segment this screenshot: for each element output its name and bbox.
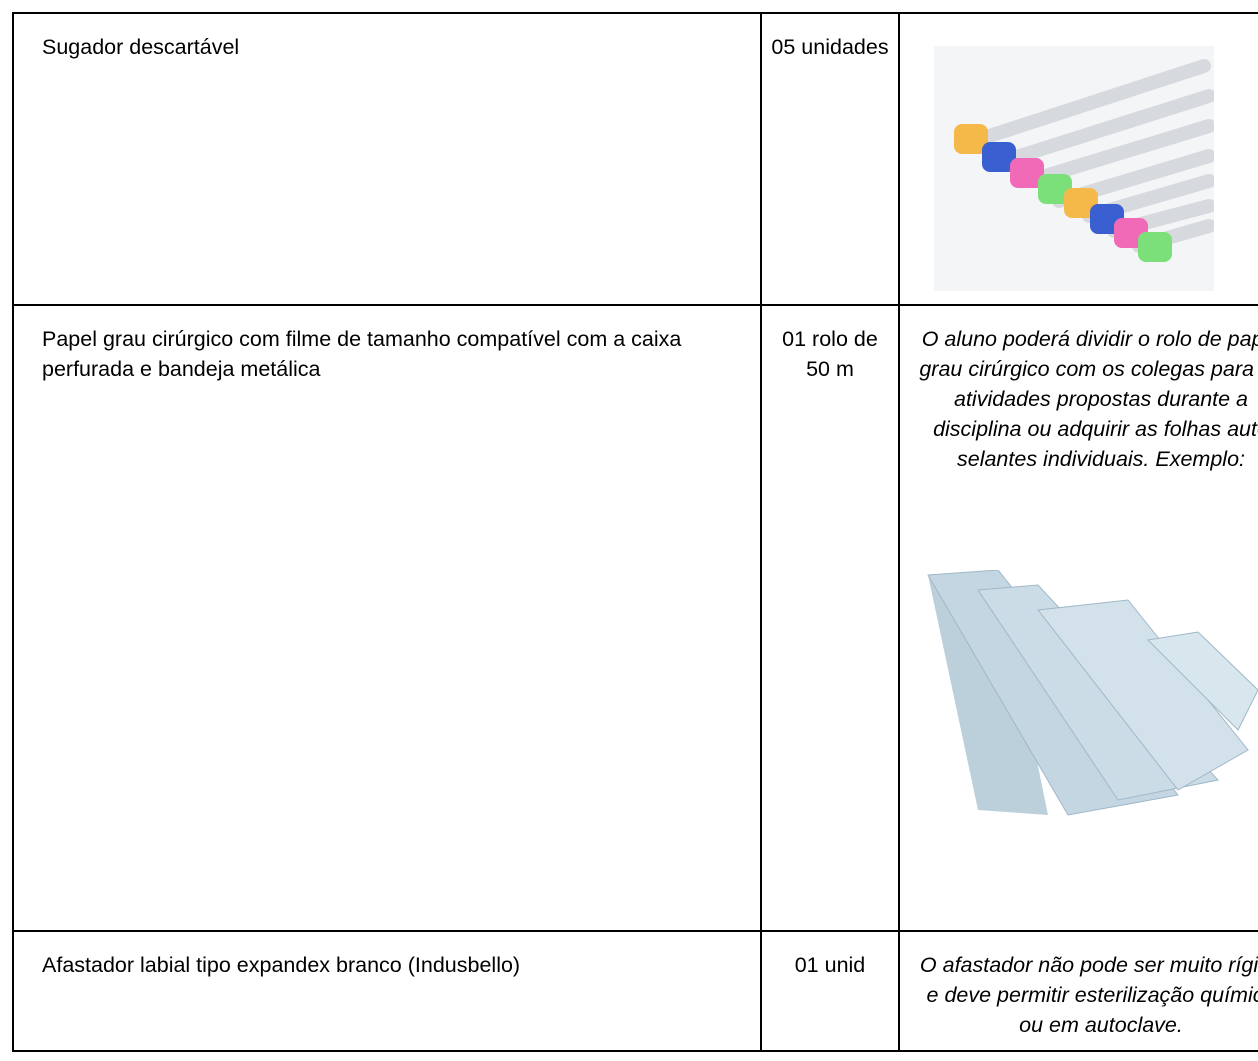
item-cell: Sugador descartável [12,12,762,306]
note-cell: O aluno poderá dividir o rolo de papel g… [898,304,1258,932]
note-cell [898,12,1258,306]
quantity-text: 01 rolo de 50 m [782,327,878,381]
note-text: O afastador não pode ser muito rígido e … [919,953,1258,1037]
quantity-text: 05 unidades [771,35,889,59]
note-cell: O afastador não pode ser muito rígido e … [898,930,1258,1052]
item-text: Afastador labial tipo expandex branco (I… [42,953,521,977]
quantity-cell: 05 unidades [760,12,900,306]
note-text: O aluno poderá dividir o rolo de papel g… [919,327,1258,471]
table-row: Papel grau cirúrgico com filme de tamanh… [12,304,1258,932]
sterilization-pouches-image [927,570,1258,816]
quantity-cell: 01 rolo de 50 m [760,304,900,932]
item-cell: Papel grau cirúrgico com filme de tamanh… [12,304,762,932]
item-cell: Afastador labial tipo expandex branco (I… [12,930,762,1052]
item-text: Sugador descartável [42,35,240,59]
suction-tips-image [934,46,1214,291]
table-row: Sugador descartável 05 unidades [12,12,1258,306]
table-row: Afastador labial tipo expandex branco (I… [12,930,1258,1052]
item-text: Papel grau cirúrgico com filme de tamanh… [42,327,682,381]
materials-table: Sugador descartável 05 unidades Papel gr… [12,12,1258,1052]
quantity-cell: 01 unid [760,930,900,1052]
quantity-text: 01 unid [794,953,866,977]
